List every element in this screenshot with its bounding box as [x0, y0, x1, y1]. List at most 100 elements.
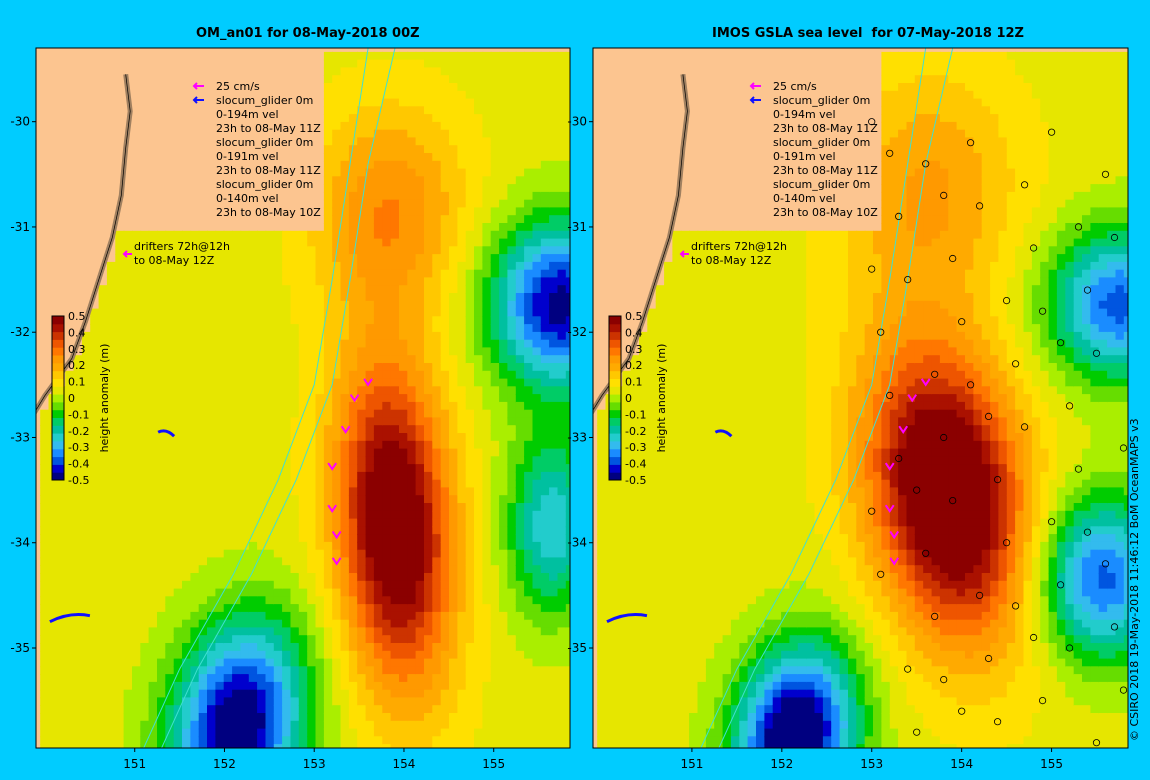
- field-cell: [465, 238, 475, 248]
- field-cell: [507, 83, 517, 92]
- field-cell: [465, 370, 475, 380]
- field-cell: [265, 246, 275, 255]
- field-cell: [524, 573, 534, 582]
- field-cell: [415, 674, 425, 683]
- field-cell: [515, 448, 525, 458]
- field-cell: [424, 736, 434, 745]
- field-cell: [449, 471, 459, 481]
- field-cell: [290, 285, 300, 294]
- field-cell: [240, 744, 250, 748]
- field-cell: [465, 347, 475, 356]
- field-cell: [399, 347, 409, 356]
- field-cell: [165, 588, 175, 598]
- field-cell: [207, 518, 217, 528]
- field-cell: [399, 713, 409, 722]
- field-cell: [248, 510, 258, 520]
- field-cell: [549, 59, 559, 69]
- field-cell: [524, 168, 534, 178]
- field-cell: [106, 308, 116, 318]
- field-cell: [399, 611, 409, 621]
- field-cell: [340, 720, 350, 730]
- field-cell: [157, 293, 167, 302]
- field-cell: [348, 487, 358, 496]
- field-cell: [223, 658, 233, 668]
- colorbar-tick-label: 0.1: [68, 376, 86, 389]
- field-cell: [499, 215, 509, 224]
- field-cell: [399, 619, 409, 629]
- field-cell: [348, 650, 358, 660]
- field-cell: [424, 137, 434, 146]
- field-cell: [106, 619, 116, 629]
- field-cell: [173, 324, 183, 333]
- field-cell: [524, 487, 534, 496]
- field-cell: [482, 409, 492, 419]
- field-cell: [365, 503, 375, 512]
- field-cell: [207, 409, 217, 419]
- field-cell: [507, 409, 517, 419]
- field-cell: [482, 534, 492, 543]
- legend-scale-arrow: [192, 82, 204, 90]
- field-cell: [532, 293, 542, 302]
- field-cell: [515, 293, 525, 302]
- field-cell: [273, 433, 283, 442]
- field-cell: [307, 440, 317, 450]
- field-cell: [557, 503, 567, 512]
- field-cell: [98, 464, 108, 473]
- field-cell: [357, 238, 367, 248]
- field-cell: [365, 588, 375, 598]
- field-cell: [207, 588, 217, 598]
- field-cell: [474, 106, 484, 115]
- field-cell: [490, 573, 500, 582]
- field-cell: [115, 681, 125, 691]
- field-cell: [290, 635, 300, 644]
- field-cell: [223, 650, 233, 660]
- field-cell: [365, 487, 375, 496]
- field-cell: [182, 293, 192, 302]
- field-cell: [340, 705, 350, 714]
- field-cell: [407, 658, 417, 668]
- field-cell: [532, 510, 542, 520]
- field-cell: [123, 650, 133, 660]
- field-cell: [207, 363, 217, 372]
- field-cell: [332, 293, 342, 302]
- field-cell: [549, 503, 559, 512]
- field-cell: [56, 619, 66, 629]
- field-cell: [182, 386, 192, 395]
- field-cell: [499, 495, 509, 504]
- field-cell: [532, 230, 542, 240]
- field-cell: [474, 300, 484, 310]
- field-cell: [415, 331, 425, 341]
- field-cell: [365, 269, 375, 279]
- field-cell: [81, 534, 91, 543]
- field-cell: [215, 643, 225, 652]
- field-cell: [332, 658, 342, 668]
- field-cell: [198, 541, 208, 551]
- field-cell: [215, 526, 225, 535]
- field-cell: [265, 627, 275, 636]
- field-cell: [474, 643, 484, 652]
- field-cell: [407, 199, 417, 209]
- field-cell: [40, 510, 50, 520]
- field-cell: [565, 129, 570, 139]
- field-cell: [115, 339, 125, 349]
- field-cell: [198, 471, 208, 481]
- field-cell: [415, 440, 425, 450]
- field-cell: [457, 744, 467, 748]
- field-cell: [373, 705, 383, 714]
- field-cell: [157, 720, 167, 730]
- field-cell: [415, 565, 425, 574]
- field-cell: [399, 168, 409, 178]
- field-cell: [81, 697, 91, 706]
- field-cell: [457, 370, 467, 380]
- field-cell: [465, 59, 475, 69]
- field-cell: [524, 580, 534, 590]
- field-cell: [106, 448, 116, 458]
- field-cell: [182, 526, 192, 535]
- field-cell: [165, 619, 175, 629]
- field-cell: [198, 254, 208, 263]
- field-cell: [182, 744, 192, 748]
- field-cell: [265, 293, 275, 302]
- field-cell: [474, 331, 484, 341]
- field-cell: [315, 230, 325, 240]
- field-cell: [90, 728, 100, 738]
